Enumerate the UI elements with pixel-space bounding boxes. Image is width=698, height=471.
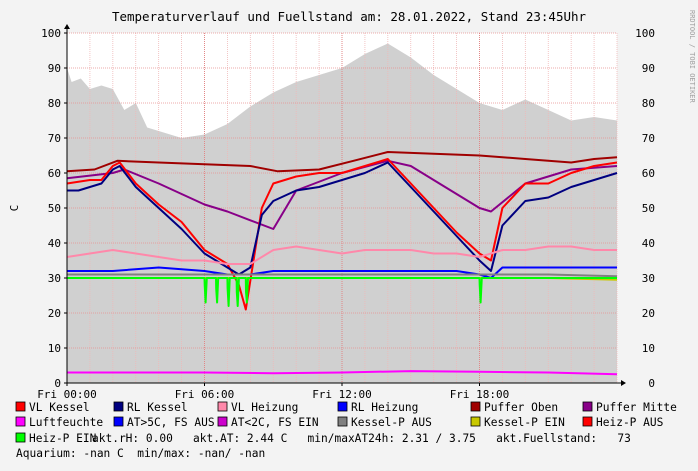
chart-title: Temperaturverlauf und Fuellstand am: 28.… [112, 9, 587, 24]
legend-swatch-kessel-p-aus [337, 416, 348, 427]
x-tick-label: Fri 12:00 [312, 388, 372, 401]
y-tick-label-left: 20 [48, 307, 61, 320]
y-tick-label-left: 10 [48, 342, 61, 355]
stats-line-aquarium: Aquarium: -nan C min/max: -nan/ -nan [16, 447, 265, 460]
legend-swatch-puffer-mitte [582, 401, 593, 412]
series-line-vl-heizung [66, 245, 617, 265]
y-tick-label-right: 0 [648, 377, 655, 390]
x-tick-label: Fri 00:00 [37, 388, 97, 401]
y-tick-label-left: 90 [48, 62, 61, 75]
y-axis-label: C [8, 205, 21, 212]
legend-label-puffer-mitte: Puffer Mitte [596, 401, 677, 414]
y-tick-label-left: 40 [48, 237, 61, 250]
y-tick-label-right: 100 [635, 27, 655, 40]
legend-swatch-heiz-p-ein [15, 432, 26, 443]
y-tick-label-left: 50 [48, 202, 61, 215]
legend-swatch-rl-kessel [113, 401, 124, 412]
legend-swatch-heiz-p-aus [582, 416, 593, 427]
y-tick-label-right: 90 [642, 62, 655, 75]
series-line-vl-kessel [66, 158, 618, 311]
x-tick-label: Fri 18:00 [450, 388, 510, 401]
legend-label-vl-heizung: VL Heizung [231, 401, 298, 414]
legend-swatch-kessel-p-ein [470, 416, 481, 427]
x-axis-arrow [621, 380, 626, 386]
legend-swatch-at-2c-fs-ein [217, 416, 228, 427]
legend-swatch-vl-kessel [15, 401, 26, 412]
legend-label-vl-kessel: VL Kessel [29, 401, 90, 414]
y-tick-label-left: 70 [48, 132, 61, 145]
series-line-puffer-oben [66, 151, 618, 173]
legend-label-rl-heizung: RL Heizung [351, 401, 418, 414]
y-tick-label-left: 60 [48, 167, 61, 180]
y-axis-arrow [64, 24, 70, 29]
legend-label-at-2c-fs-ein: AT<2C, FS EIN [231, 416, 319, 429]
y-tick-label-right: 70 [642, 132, 655, 145]
series-line-rl-heizung [67, 266, 617, 279]
y-tick-label-right: 80 [642, 97, 655, 110]
y-tick-label-right: 40 [642, 237, 655, 250]
y-tick-label-right: 60 [642, 167, 655, 180]
y-tick-label-right: 50 [642, 202, 655, 215]
x-tick-label: Fri 06:00 [175, 388, 235, 401]
y-tick-label-right: 30 [642, 272, 655, 285]
legend-swatch-rl-heizung [337, 401, 348, 412]
y-tick-label-left: 0 [54, 377, 61, 390]
y-tick-label-left: 30 [48, 272, 61, 285]
rrdtool-watermark: RRDTOOL / TOBI OETIKER [688, 10, 696, 104]
series-line-kessel-p-aus [67, 273, 618, 278]
legend-label-rl-kessel: RL Kessel [127, 401, 188, 414]
y-tick-label-right: 10 [642, 342, 655, 355]
legend-label-kessel-p-aus: Kessel-P AUS [351, 416, 432, 429]
series-line-puffer-mitte [66, 159, 618, 230]
stats-line-current: akt.rH: 0.00 akt.AT: 2.44 C min/maxAT24h… [92, 432, 631, 445]
legend-label-puffer-oben: Puffer Oben [484, 401, 558, 414]
series-line-rl-kessel [67, 161, 618, 276]
legend-swatch-vl-heizung [217, 401, 228, 412]
legend-label-at-5c-fs-aus: AT>5C, FS AUS [127, 416, 215, 429]
y-tick-label-left: 100 [41, 27, 61, 40]
legend-label-heiz-p-aus: Heiz-P AUS [596, 416, 663, 429]
legend-label-kessel-p-ein: Kessel-P EIN [484, 416, 565, 429]
series-line-heiz-p-ein [67, 277, 617, 307]
y-tick-label-left: 80 [48, 97, 61, 110]
legend-swatch-at-5c-fs-aus [113, 416, 124, 427]
legend-swatch-luftfeuchte [15, 416, 26, 427]
legend-label-luftfeuchte: Luftfeuchte [29, 416, 103, 429]
y-tick-label-right: 20 [642, 307, 655, 320]
series-line-luftfeuchte [67, 370, 618, 376]
legend-label-heiz-p-ein: Heiz-P EIN [29, 432, 96, 445]
legend-swatch-puffer-oben [470, 401, 481, 412]
